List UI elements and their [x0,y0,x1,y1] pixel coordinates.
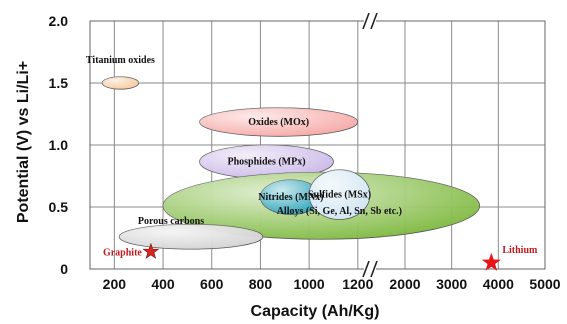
region-label-phosphides-mpx: Phosphides (MPx) [227,157,305,168]
axis-break-top-stroke-right [370,12,378,30]
region-shine-nitrides-mnx [260,179,322,215]
region-label-sulfides-msx: Sulfides (MSx) [308,190,371,201]
x-axis-title: Capacity (Ah/Kg) [251,303,380,320]
region-shine-sulfides-msx [309,169,370,220]
region-label-oxides-mox: Oxides (MOx) [248,117,309,128]
regions [101,76,481,250]
point-graphite-star [142,242,160,259]
point-lithium-star [481,252,501,271]
x-tick-label: 1000 [294,276,325,292]
x-tick-label: 5000 [529,276,560,292]
region-shine-oxides-mox [199,107,358,137]
axis-break-bottom-stroke-left [362,260,370,278]
region-label-porous-carbons: Porous carbons [138,216,204,227]
point-label-graphite: Graphite [103,248,142,259]
region-label-alloys-si-ge-al-sn-sb-etc: Alloys (Si, Ge, Al, Sn, Sb etc.) [277,206,402,217]
y-tick-label: 0.5 [49,199,69,215]
x-tick-label: 600 [200,276,224,292]
axis-break-top [362,12,378,30]
y-tick-label: 1.0 [49,137,69,153]
x-tick-label: 1200 [342,276,373,292]
labels: Titanium oxides Oxides (MOx) Phosphides (M… [86,55,538,271]
axes: 0 0.5 1.0 1.5 2.0 200 400 600 800 1000 1200 2000 300… [49,12,561,292]
plot-frame [89,20,546,270]
x-tick-label: 3000 [436,276,467,292]
x-tick-label: 400 [151,276,175,292]
x-tick-label: 200 [103,276,127,292]
x-tick-label: 800 [249,276,273,292]
region-label-titanium-oxides: Titanium oxides [86,55,155,66]
y-tick-label: 2.0 [49,13,69,29]
y-tick-label: 0 [60,261,68,277]
axis-break-bottom-stroke-right [370,260,378,278]
x-tick-label: 2000 [389,276,420,292]
axis-break-top-stroke-left [362,12,370,30]
region-label-nitrides-mnx: Nitrides (MNx) [258,192,323,203]
region-shine-porous-carbons [119,224,263,250]
region-shine-titanium-oxides [102,76,139,90]
x-tick-label: 4000 [483,276,514,292]
y-tick-label: 1.5 [49,75,69,91]
y-axis-title: Potential (V) vs Li/Li+ [15,61,32,223]
region-shine-phosphides-mpx [199,145,334,179]
axis-break-bottom [362,260,378,278]
point-label-lithium: Lithium [502,245,538,256]
